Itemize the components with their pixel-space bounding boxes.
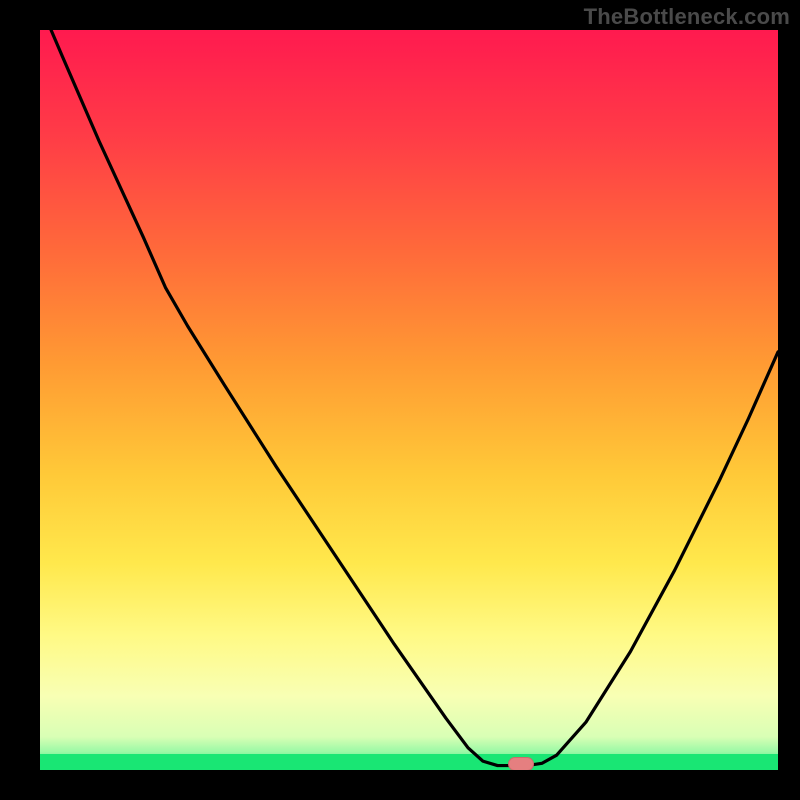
plot-area [40,30,778,770]
chart-canvas: TheBottleneck.com [0,0,800,800]
optimum-marker [508,757,534,770]
bottleneck-curve [40,30,778,770]
watermark-text: TheBottleneck.com [584,4,790,30]
bottleneck-curve-path [51,30,778,766]
